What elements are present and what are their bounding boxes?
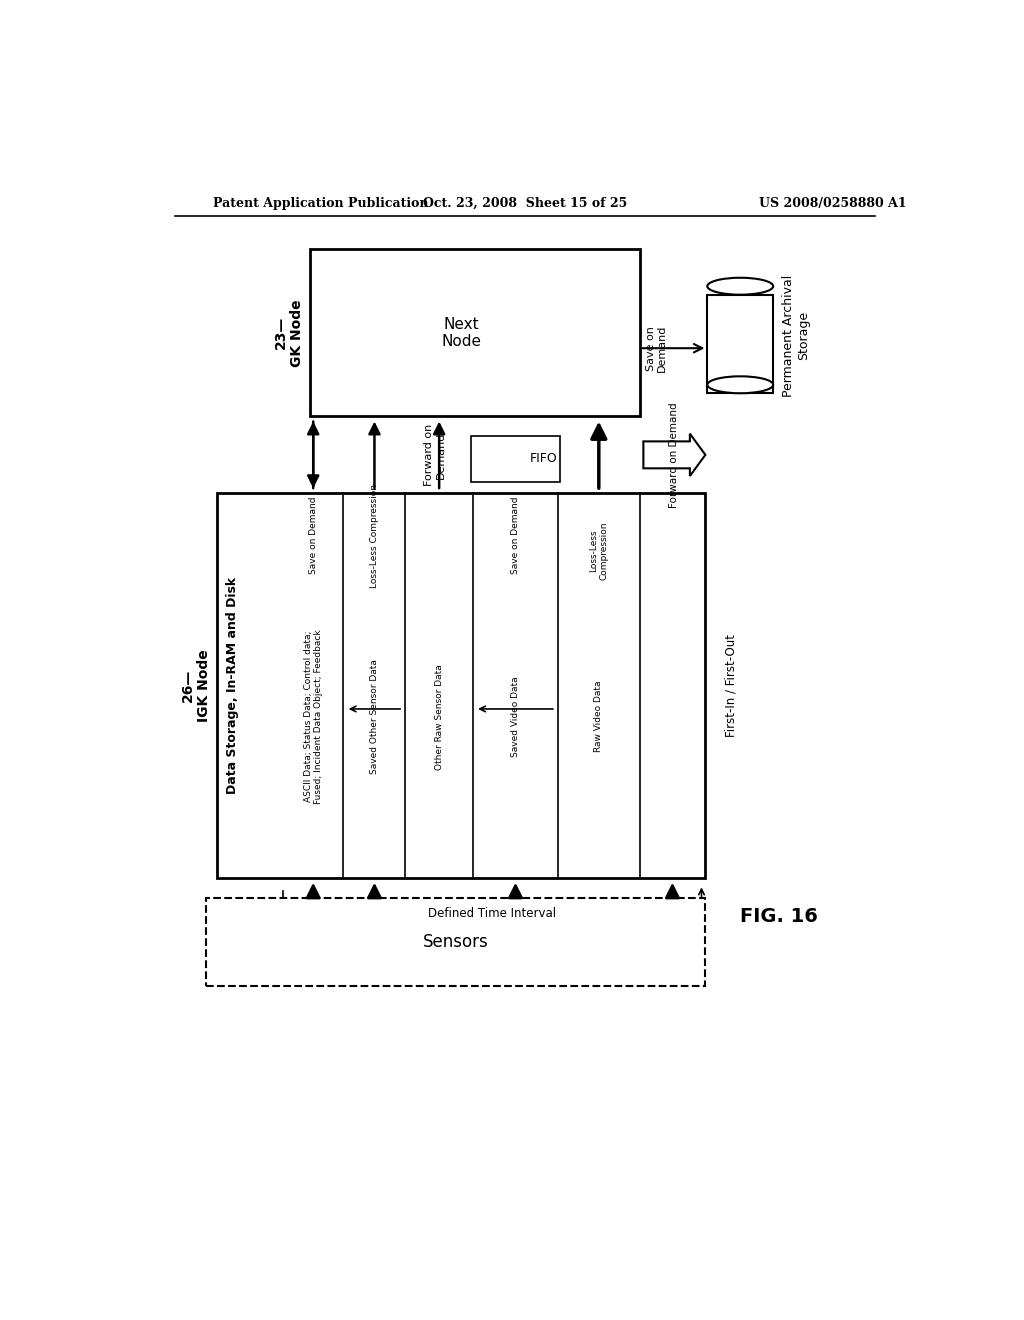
Text: Save on
Demand: Save on Demand [646, 325, 668, 372]
Text: Saved Other Sensor Data: Saved Other Sensor Data [370, 659, 379, 774]
Text: Loss-Less Compression: Loss-Less Compression [370, 483, 379, 587]
Text: Other Raw Sensor Data: Other Raw Sensor Data [434, 664, 443, 770]
Ellipse shape [708, 376, 773, 393]
Text: US 2008/0258880 A1: US 2008/0258880 A1 [760, 197, 907, 210]
Text: FIG. 16: FIG. 16 [740, 907, 818, 927]
Text: Next
Node: Next Node [441, 317, 481, 348]
Text: Forward on
Demand: Forward on Demand [425, 424, 446, 486]
Text: 26—
IGK Node: 26— IGK Node [180, 649, 211, 722]
Text: Oct. 23, 2008  Sheet 15 of 25: Oct. 23, 2008 Sheet 15 of 25 [423, 197, 627, 210]
Text: Save on Demand: Save on Demand [511, 496, 520, 574]
Text: Raw Video Data: Raw Video Data [594, 681, 603, 752]
Text: First-In / First-Out: First-In / First-Out [725, 635, 737, 738]
Ellipse shape [708, 277, 773, 294]
Text: Patent Application Publication: Patent Application Publication [213, 197, 429, 210]
Bar [310, 249, 640, 416]
Text: Data Storage, In-RAM and Disk: Data Storage, In-RAM and Disk [226, 577, 240, 795]
Text: Defined Time Interval: Defined Time Interval [428, 907, 556, 920]
Polygon shape [643, 434, 706, 477]
Text: ASCII Data; Status Data; Control data;
Fused; Incident Data Object; Feedback: ASCII Data; Status Data; Control data; F… [303, 630, 323, 804]
Text: Save on Demand: Save on Demand [308, 496, 317, 574]
Text: Sensors: Sensors [423, 933, 488, 950]
Text: Permanent Archival
Storage: Permanent Archival Storage [782, 275, 810, 396]
Text: FIFO: FIFO [529, 453, 557, 465]
Text: Forward on Demand: Forward on Demand [670, 403, 679, 508]
Bar [206, 898, 706, 986]
Text: Loss-Less
Compression: Loss-Less Compression [589, 521, 608, 581]
Bar [708, 294, 773, 393]
Bar [471, 436, 560, 482]
Bar [217, 494, 706, 878]
Text: Saved Video Data: Saved Video Data [511, 676, 520, 756]
Text: 23—
GK Node: 23— GK Node [273, 300, 304, 367]
